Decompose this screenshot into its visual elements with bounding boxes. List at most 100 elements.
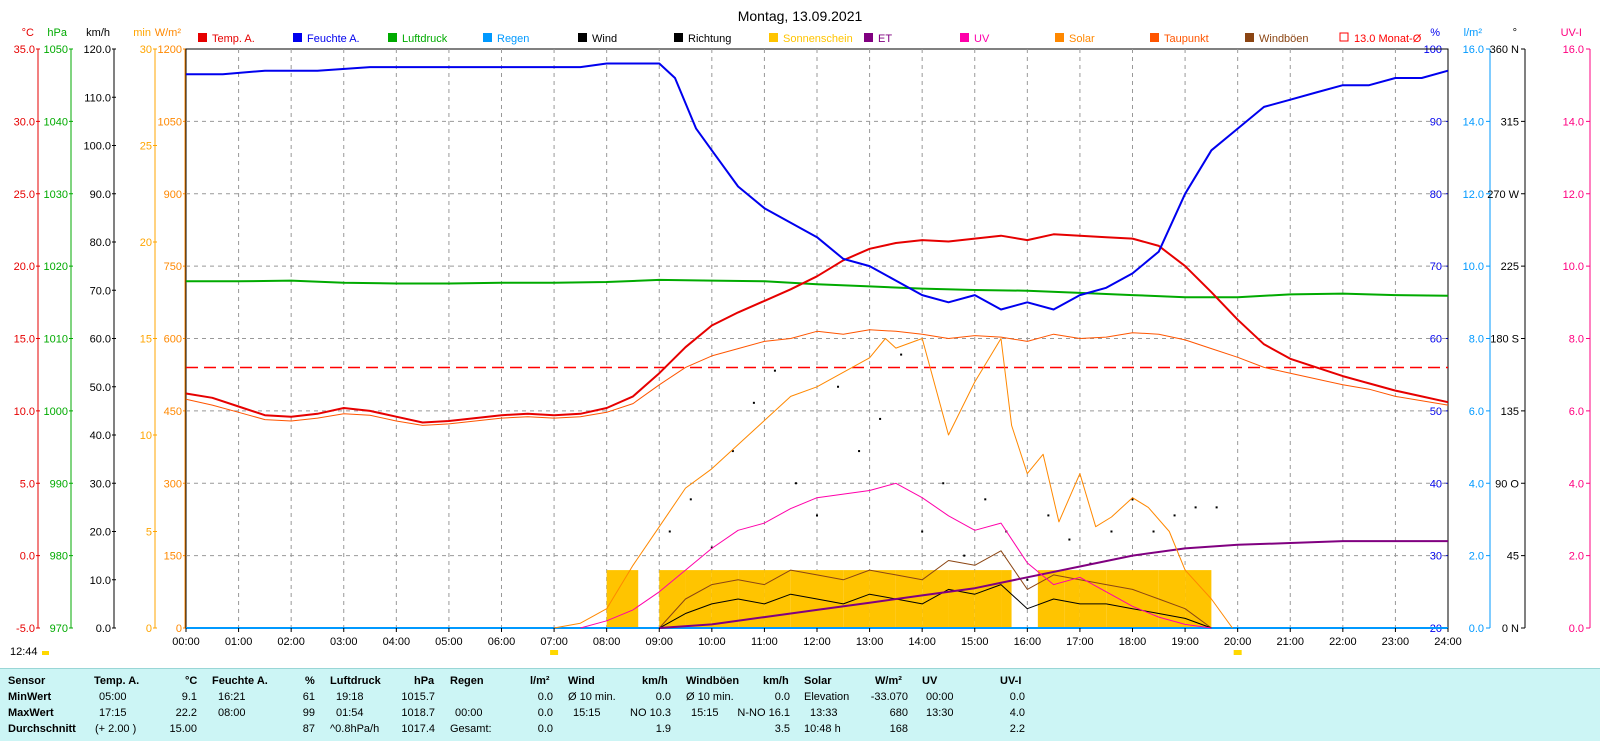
- stats-gust-max: N-NO 16.1: [737, 707, 790, 719]
- timestamp: 12:44: [10, 646, 38, 658]
- axes: °C 35.0 30.0 25.0 20.0 15.0 10.0 5.0 0.0 -5.0 hPa 1…: [14, 27, 1591, 635]
- stats-temp-header: Temp. A.: [94, 675, 140, 687]
- stats-uv-min-time: 00:00: [926, 691, 954, 703]
- x-tick-label-22: 22:00: [1329, 636, 1357, 648]
- left-tick-label-0-2: 25.0: [14, 189, 35, 201]
- legend-label-1: Feuchte A.: [307, 33, 360, 45]
- stats-solar-unit: W/m²: [875, 675, 902, 687]
- left-tick-label-1-6: 990: [50, 478, 68, 490]
- right-tick-label-1-6: 4.0: [1469, 478, 1484, 490]
- series: [185, 62, 1449, 629]
- right-tick-label-1-5: 6.0: [1469, 406, 1484, 418]
- stats-humidity-unit: %: [305, 675, 315, 687]
- left-tick-label-2-1: 110.0: [84, 92, 111, 104]
- right-axis-unit-0: %: [1430, 27, 1440, 39]
- stats-humidity-max-time: 08:00: [218, 707, 246, 719]
- right-tick-label-0-1: 90: [1430, 116, 1442, 128]
- stats-header-sensor: Sensor: [8, 675, 46, 687]
- direction-point-24: [1173, 514, 1176, 517]
- legend-label-11: Windböen: [1259, 33, 1309, 45]
- legend-swatch-5: [674, 33, 683, 42]
- x-tick-label-3: 03:00: [330, 636, 358, 648]
- x-tick-label-24: 24:00: [1434, 636, 1462, 648]
- x-tick-label-14: 14:00: [908, 636, 936, 648]
- left-tick-label-3-2: 20: [140, 237, 152, 249]
- stats-temp-avg-note: (+ 2.00 ): [95, 723, 137, 735]
- weather-chart: Montag, 13.09.2021 Temp. A. Feuchte A. Luf…: [14, 8, 1591, 655]
- stats-wind-avg: 1.9: [655, 723, 671, 735]
- stats-wind-max: NO 10.3: [630, 707, 671, 719]
- left-tick-label-2-4: 80.0: [90, 237, 111, 249]
- left-tick-label-2-7: 50.0: [90, 382, 111, 394]
- x-tick-label-15: 15:00: [961, 636, 989, 648]
- legend-label-5: Richtung: [688, 33, 731, 45]
- left-tick-label-1-1: 1040: [44, 116, 68, 128]
- legend-label-9: Solar: [1069, 33, 1095, 45]
- stats-gust-header: Windböen: [686, 675, 740, 687]
- stats-pressure-avg: 1017.4: [401, 723, 435, 735]
- left-tick-label-4-4: 600: [164, 334, 182, 346]
- legend-swatch-7: [864, 33, 873, 42]
- stats-rain-total: 0.0: [537, 723, 553, 735]
- left-tick-label-0-7: 0.0: [20, 551, 35, 563]
- stats-row-avg: Durchschnitt: [8, 723, 76, 735]
- left-axis-unit-2: km/h: [86, 27, 110, 39]
- legend-swatch-0: [198, 33, 207, 42]
- left-tick-label-2-5: 70.0: [90, 285, 111, 297]
- right-tick-label-0-5: 50: [1430, 406, 1442, 418]
- stats-solar-header: Solar: [804, 675, 832, 687]
- stats-humidity-max: 99: [302, 707, 315, 719]
- left-tick-label-4-6: 300: [164, 478, 182, 490]
- stats-wind-max-time: 15:15: [573, 707, 601, 719]
- sunshine-bar-18: [1064, 570, 1080, 628]
- sunshine-bar-22: [1158, 570, 1186, 628]
- stats-temp-unit: °C: [185, 675, 198, 687]
- stats-panel: Sensor MinWert MaxWert Durchschnitt Temp…: [0, 668, 1600, 741]
- stats-rain-min: 0.0: [537, 691, 553, 703]
- direction-point-1: [689, 498, 692, 501]
- sunshine-bar-19: [1079, 570, 1107, 628]
- right-axis-unit-3: UV-I: [1561, 27, 1582, 39]
- stats-rain-unit: l/m²: [530, 675, 550, 687]
- x-tick-label-11: 11:00: [751, 636, 778, 648]
- left-axis-unit-4: W/m²: [155, 27, 182, 39]
- right-tick-label-2-4: 180 S: [1490, 334, 1519, 346]
- right-tick-label-3-1: 14.0: [1563, 116, 1584, 128]
- left-tick-label-3-5: 5: [146, 527, 152, 539]
- solar-line: [554, 338, 1233, 629]
- x-tick-label-21: 21:00: [1276, 636, 1304, 648]
- stats-humidity-avg: 87: [302, 723, 315, 735]
- x-tick-label-9: 09:00: [645, 636, 673, 648]
- legend-swatch-10: [1150, 33, 1159, 42]
- legend-swatch-4: [578, 33, 587, 42]
- right-tick-label-1-8: 0.0: [1469, 623, 1484, 635]
- stats-pressure-max: 1018.7: [401, 707, 435, 719]
- sunshine-bar-21: [1132, 570, 1159, 628]
- direction-point-18: [1047, 514, 1050, 517]
- direction-point-26: [1215, 506, 1218, 509]
- stats-temp-max: 22.2: [175, 707, 197, 719]
- left-tick-label-0-3: 20.0: [14, 261, 35, 273]
- right-tick-label-1-3: 10.0: [1463, 261, 1484, 273]
- stats-row-min: MinWert: [8, 691, 52, 703]
- x-tick-label-8: 08:00: [593, 636, 621, 648]
- left-tick-label-4-8: 0: [176, 623, 182, 635]
- x-tick-label-0: 00:00: [172, 636, 200, 648]
- right-tick-label-2-7: 45: [1507, 551, 1519, 563]
- stats-solar-max: 680: [889, 707, 908, 719]
- direction-point-11: [900, 353, 903, 356]
- right-tick-label-3-6: 4.0: [1569, 478, 1584, 490]
- legend-swatch-1: [293, 33, 302, 42]
- legend-swatch-12: [1339, 32, 1349, 42]
- x-tick-label-13: 13:00: [856, 636, 884, 648]
- right-tick-label-1-4: 8.0: [1469, 334, 1484, 346]
- stats-rain-total-label: Gesamt:: [450, 723, 492, 735]
- stats-pressure-min: 1015.7: [401, 691, 435, 703]
- legend-label-7: ET: [878, 33, 892, 45]
- stats-humidity-header: Feuchte A.: [212, 675, 268, 687]
- left-tick-label-2-8: 40.0: [90, 430, 111, 442]
- x-tick-label-7: 07:00: [540, 636, 568, 648]
- legend-label-8: UV: [974, 33, 990, 45]
- stats-uv-min: 0.0: [1009, 691, 1025, 703]
- stats-pressure-unit: hPa: [414, 675, 435, 687]
